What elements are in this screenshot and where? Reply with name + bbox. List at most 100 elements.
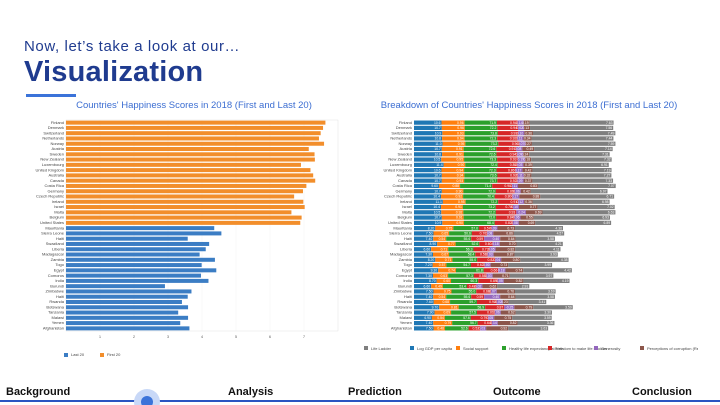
chart2-bar-segment (494, 315, 513, 320)
chart2-data-label: 0.94 (457, 174, 464, 178)
chart2-data-label: 4.57 (557, 232, 564, 236)
chart2-data-label: 56.7 (470, 321, 477, 325)
chart2-bar-segment (498, 199, 519, 204)
chart2-y-tick-label: Israel (402, 204, 412, 209)
chart2-bar-segment (518, 199, 525, 204)
chart1-y-tick-label: Madagascar (42, 252, 65, 257)
chart2-legend-swatch (364, 346, 368, 350)
chart2-bar-segment (508, 299, 547, 305)
chart2-bar-segment (529, 152, 610, 157)
chart2-data-label: 7.50 (426, 232, 433, 236)
chart1-y-tick-label: Australia (48, 173, 64, 178)
chart2-data-label: 72.2 (488, 210, 495, 214)
nav-item-conclusion[interactable]: Conclusion (632, 386, 692, 398)
chart2-data-label: 8.70 (429, 279, 436, 283)
nav-item-background[interactable]: Background (6, 386, 71, 398)
chart2-data-label: 6.89 (604, 221, 611, 225)
chart2-bar-segment (465, 141, 499, 146)
chart1-bar (66, 268, 217, 273)
chart2-bar-segment (414, 204, 442, 210)
chart2-data-label: 7.90 (427, 311, 434, 315)
chart2-bar-segment (524, 199, 533, 204)
chart2-bar-segment (516, 241, 563, 247)
chart2-bar-segment (487, 231, 494, 236)
chart2-bar-segment (518, 183, 538, 189)
nav-item-prediction[interactable]: Prediction (348, 386, 402, 398)
chart2-data-label: 7.40 (426, 237, 433, 241)
chart2-data-label: 0.64 (484, 321, 491, 325)
chart2-bar-segment (496, 152, 518, 157)
chart1-bar (66, 183, 307, 188)
chart2-bar-segment (514, 215, 521, 220)
chart2-legend-swatch (594, 346, 598, 350)
chart2-bar-segment (452, 320, 478, 326)
chart2-bar-segment (494, 310, 501, 315)
chart2-data-label: 0.84 (507, 216, 514, 220)
chart2-bar-segment (442, 152, 464, 157)
chart2-bar-segment (518, 220, 536, 225)
chart2-y-tick-label: Haiti (404, 294, 412, 299)
chart2-data-label: 0.91 (455, 205, 462, 209)
chart2-data-label: 10.8 (434, 152, 441, 156)
chart2-bar-segment (496, 289, 516, 294)
chart2-y-tick-label: Sweden (398, 151, 412, 156)
chart2-bar-segment (463, 189, 496, 194)
chart2-data-label: 0.82 (488, 258, 495, 262)
chart2-bar-segment (520, 189, 531, 194)
chart2-data-label: 55.6 (464, 237, 471, 241)
chart2-bar-segment (486, 326, 509, 331)
chart2-bar-segment (497, 320, 518, 326)
chart2-bar-segment (441, 173, 465, 178)
chart1-y-tick-label: Luxembourg (42, 162, 64, 167)
chart2-data-label: 0.43 (469, 284, 476, 288)
chart2-bar-segment (490, 289, 497, 294)
chart2-bar-segment (503, 278, 524, 283)
chart2-bar-segment (433, 236, 447, 241)
chart2-bar-segment (471, 294, 485, 299)
chart2-data-label: 0.64 (508, 237, 515, 241)
chart1-y-tick-label: Comoros (48, 273, 64, 278)
chart2-data-label: 6.93 (602, 216, 609, 220)
chart1-bar (66, 284, 165, 289)
chart2-data-label: 0.92 (510, 174, 517, 178)
chart1-legend-swatch (64, 353, 68, 357)
chart2-data-label: 0.75 (446, 226, 453, 230)
chart2-data-label: 10.6 (434, 121, 441, 125)
chart2-data-label: 7.50 (426, 327, 433, 331)
chart2-bar-segment (431, 315, 445, 320)
chart2-bar-segment (498, 268, 506, 273)
chart2-bar-segment (489, 247, 496, 252)
chart2-data-label: 71.4 (485, 184, 492, 188)
chart2-data-label: 0.48 (437, 327, 444, 331)
nav-item-analysis[interactable]: Analysis (228, 386, 274, 398)
chart1-bar (66, 215, 302, 220)
chart1-x-tick-label: 7 (303, 334, 306, 339)
chart2-bar-segment (534, 146, 613, 152)
chart2-bar-segment (515, 226, 563, 231)
chart1-bar (66, 289, 192, 294)
chart2-bar-segment (448, 273, 474, 278)
chart2-data-label: 0.90 (456, 221, 463, 225)
chart2-bar-segment (464, 120, 497, 125)
chart2-data-label: 0.92 (456, 195, 463, 199)
chart2-data-label: 0.92 (501, 327, 508, 331)
chart2-bar-segment (514, 305, 534, 310)
chart2-data-label: 0.08 (515, 147, 522, 151)
chart2-bar-segment (496, 120, 518, 125)
chart2-data-label: 0.37 (525, 179, 532, 183)
chart2-data-label: 0.54 (439, 295, 446, 299)
chart1-y-tick-label: Zambia (51, 257, 65, 262)
chart2-bar-segment (497, 157, 518, 162)
chart2-data-label: 0.74 (448, 268, 455, 272)
chart2-bar-segment (478, 226, 492, 231)
chart2-bar-segment (468, 326, 481, 331)
chart2-data-label: 0.00 (483, 263, 490, 267)
bottom-nav: Background Analysis Prediction Outcome C… (0, 382, 720, 405)
chart2-data-label: 0.79 (526, 305, 533, 309)
nav-item-outcome[interactable]: Outcome (493, 386, 541, 398)
chart2-bar-segment (463, 152, 497, 157)
chart2-bar-segment (523, 152, 530, 157)
chart2-bar-segment (414, 125, 442, 131)
chart2-y-tick-label: Yemen (400, 320, 412, 325)
chart2-data-label: 3.59 (544, 316, 551, 320)
